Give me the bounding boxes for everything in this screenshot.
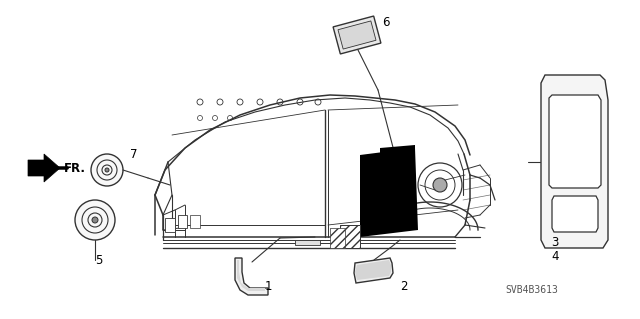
- Circle shape: [546, 80, 550, 84]
- Circle shape: [75, 200, 115, 240]
- Text: 6: 6: [382, 16, 390, 28]
- Text: 1: 1: [265, 280, 273, 293]
- Polygon shape: [541, 75, 608, 248]
- Polygon shape: [340, 225, 360, 248]
- Circle shape: [598, 80, 602, 84]
- Polygon shape: [28, 154, 60, 182]
- Text: 7: 7: [130, 149, 138, 161]
- Polygon shape: [330, 228, 345, 248]
- Polygon shape: [178, 215, 187, 228]
- Polygon shape: [354, 258, 393, 283]
- Polygon shape: [338, 21, 376, 49]
- Text: 2: 2: [400, 280, 408, 293]
- Polygon shape: [237, 260, 265, 291]
- Polygon shape: [295, 240, 320, 245]
- Text: 4: 4: [551, 249, 559, 263]
- Circle shape: [92, 217, 98, 223]
- Polygon shape: [190, 215, 200, 228]
- Circle shape: [546, 238, 550, 242]
- Polygon shape: [355, 260, 391, 280]
- Circle shape: [433, 178, 447, 192]
- Polygon shape: [395, 152, 412, 165]
- Polygon shape: [333, 16, 381, 54]
- Polygon shape: [360, 148, 418, 237]
- Polygon shape: [380, 145, 415, 158]
- Polygon shape: [549, 95, 601, 188]
- Circle shape: [598, 238, 602, 242]
- Text: SVB4B3613: SVB4B3613: [505, 285, 558, 295]
- Text: FR.: FR.: [64, 161, 86, 174]
- Text: 3: 3: [551, 236, 558, 249]
- Polygon shape: [165, 218, 175, 232]
- Polygon shape: [235, 258, 268, 295]
- Text: 5: 5: [95, 254, 102, 266]
- Circle shape: [105, 168, 109, 172]
- Polygon shape: [552, 196, 598, 232]
- Circle shape: [91, 154, 123, 186]
